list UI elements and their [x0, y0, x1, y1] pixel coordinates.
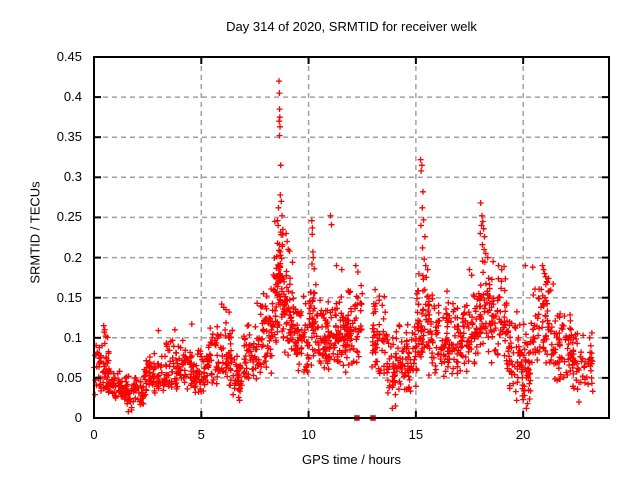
- y-tick-label: 0.1: [63, 329, 82, 345]
- y-tick-label: 0: [74, 410, 82, 425]
- y-tick-label: 0.05: [56, 369, 82, 385]
- y-axis-label: SRMTID / TECUs: [27, 181, 43, 284]
- y-tick-label: 0.3: [63, 169, 82, 185]
- x-tick-label: 5: [197, 427, 205, 442]
- scatter-points: [91, 78, 596, 415]
- y-tick-label: 0.25: [56, 209, 82, 225]
- y-tick-label: 0.15: [56, 289, 82, 305]
- x-tick-label: 0: [90, 427, 98, 442]
- x-axis-label: GPS time / hours: [302, 452, 401, 467]
- x-tick-label: 20: [515, 427, 531, 442]
- y-tick-label: 0.4: [63, 89, 82, 105]
- chart-title: Day 314 of 2020, SRMTID for receiver wel…: [226, 19, 477, 34]
- x-tick-label: 10: [301, 427, 316, 442]
- y-tick-label: 0.2: [63, 249, 82, 265]
- y-tick-label: 0.35: [56, 129, 82, 145]
- y-tick-label: 0.45: [56, 49, 82, 64]
- x-tick-label: 15: [408, 427, 424, 442]
- plot-border: [93, 56, 610, 419]
